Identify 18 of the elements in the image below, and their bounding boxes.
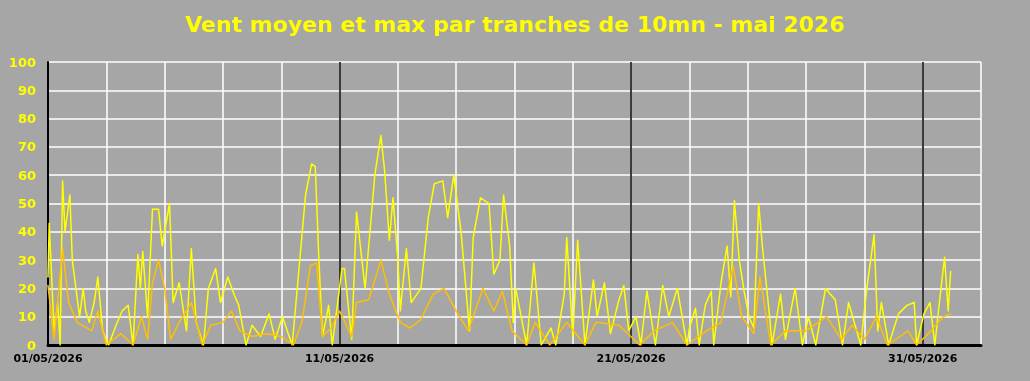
y-tick-label: 60 bbox=[17, 167, 36, 183]
y-tick-label: 40 bbox=[17, 224, 36, 240]
line-series bbox=[47, 248, 952, 346]
x-tick-label: 21/05/2026 bbox=[596, 352, 667, 365]
y-tick-label: 20 bbox=[17, 280, 36, 296]
y-tick-label: 10 bbox=[17, 309, 36, 325]
y-tick-label: 90 bbox=[17, 82, 36, 98]
x-tick-label: 01/05/2026 bbox=[13, 352, 83, 365]
y-tick-label: 70 bbox=[17, 139, 36, 155]
line-series bbox=[47, 134, 952, 346]
y-tick-label: 100 bbox=[8, 54, 36, 70]
x-tick-label: 31/05/2026 bbox=[888, 352, 958, 365]
y-tick-label: 80 bbox=[17, 111, 36, 127]
chart-title: Vent moyen et max par tranches de 10mn - mai 2026 bbox=[185, 11, 845, 37]
y-tick-label: 0 bbox=[26, 337, 36, 353]
y-tick-label: 30 bbox=[17, 252, 36, 268]
y-tick-label: 50 bbox=[17, 196, 36, 211]
x-tick-label: 11/05/2026 bbox=[304, 352, 375, 365]
